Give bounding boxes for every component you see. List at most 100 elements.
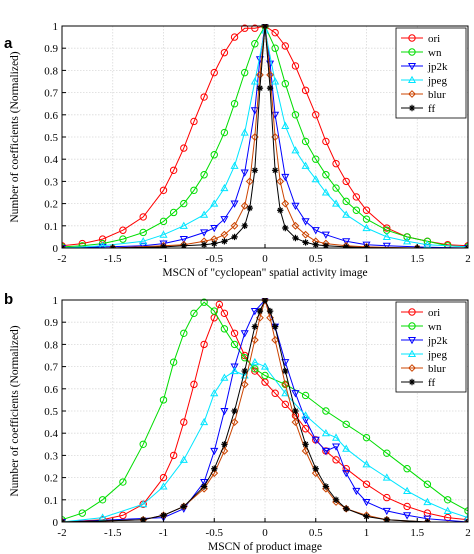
data-point-wn xyxy=(241,68,249,77)
data-point-jpeg xyxy=(159,230,168,238)
y-tick-label: 0.9 xyxy=(44,43,58,55)
y-tick-label: 1 xyxy=(53,21,59,33)
x-tick-label: 0.5 xyxy=(309,527,323,539)
data-point-blur xyxy=(240,201,249,210)
data-point-ori xyxy=(271,28,279,37)
data-point-ff xyxy=(302,441,309,448)
data-point-ff xyxy=(256,84,264,92)
x-tick-label: 1.5 xyxy=(410,253,424,265)
legend-marker xyxy=(407,75,417,84)
data-point-jp2k xyxy=(291,390,300,398)
data-point-wn xyxy=(301,391,310,400)
data-point-jpeg xyxy=(240,128,249,136)
legend-marker xyxy=(407,62,417,71)
data-point-wn xyxy=(200,298,208,306)
data-point-ori xyxy=(332,159,340,168)
data-point-ori xyxy=(230,329,239,337)
data-point-blur xyxy=(271,336,280,344)
series-jp2k xyxy=(62,298,468,522)
legend-item-wn: wn xyxy=(401,321,442,333)
data-point-jp2k xyxy=(342,238,351,246)
data-point-wn xyxy=(291,111,300,119)
y-tick-label: 0.3 xyxy=(44,176,58,188)
data-point-jpeg xyxy=(463,513,468,521)
data-point-ff xyxy=(200,483,208,490)
data-point-ff xyxy=(312,465,319,472)
data-point-ff xyxy=(282,367,289,375)
data-point-jpeg xyxy=(443,506,452,514)
data-point-wn xyxy=(159,217,168,226)
legend-item-jpeg: jpeg xyxy=(401,349,447,361)
data-point-blur xyxy=(281,380,290,389)
data-point-jpeg xyxy=(362,460,371,468)
data-point-blur xyxy=(266,70,274,79)
data-point-jp2k xyxy=(423,515,432,522)
data-point-wn xyxy=(78,242,86,248)
x-tick-label: 0.5 xyxy=(309,253,323,265)
data-point-jp2k xyxy=(240,169,249,177)
y-tick-label: 0.5 xyxy=(44,406,58,418)
y-tick-label: 0.2 xyxy=(44,473,58,485)
data-point-wn xyxy=(261,371,269,380)
data-point-blur xyxy=(250,336,259,344)
data-point-ff xyxy=(160,512,167,519)
data-point-ori xyxy=(301,86,310,95)
data-point-jp2k xyxy=(352,487,361,496)
data-point-wn xyxy=(180,329,188,337)
data-point-blur xyxy=(108,244,117,248)
data-point-jp2k xyxy=(321,231,330,239)
data-point-ff xyxy=(241,367,248,375)
x-tick-label: 0 xyxy=(262,253,268,265)
data-point-blur xyxy=(332,498,340,506)
data-point-jp2k xyxy=(382,242,391,248)
data-point-blur xyxy=(413,244,422,248)
data-point-wn xyxy=(332,184,340,192)
data-point-ff xyxy=(343,243,350,248)
data-point-wn xyxy=(301,137,310,146)
legend-label: ori xyxy=(428,307,440,319)
data-point-jpeg xyxy=(220,373,229,381)
x-tick-label: -1 xyxy=(159,527,168,539)
x-tick-label: 0 xyxy=(262,527,268,539)
data-point-jpeg xyxy=(200,417,209,426)
legend-label: jpeg xyxy=(427,349,447,361)
data-point-wn xyxy=(210,307,218,315)
y-tick-label: 0.8 xyxy=(44,65,58,77)
data-point-jp2k xyxy=(311,227,320,235)
data-point-ori xyxy=(190,117,198,126)
data-point-ori xyxy=(169,451,178,460)
data-point-jp2k xyxy=(250,107,259,115)
data-point-blur xyxy=(240,380,249,389)
data-point-wn xyxy=(139,228,147,237)
data-point-jpeg xyxy=(281,121,290,129)
panel-b: -2 -1.5 -1 -0.5 0 0.5 1 1.5 2 0 0.1 0.2 0.3 0.4 0.5 0.6… xyxy=(4,291,471,553)
data-point-ff xyxy=(266,84,274,92)
data-point-wn xyxy=(342,197,350,206)
data-point-jp2k xyxy=(362,498,371,507)
data-point-ff xyxy=(231,407,238,415)
data-point-wn xyxy=(220,325,229,333)
data-point-jpeg xyxy=(179,455,188,463)
legend-item-ff: ff xyxy=(401,103,435,115)
data-point-ori xyxy=(352,193,361,201)
data-point-jpeg xyxy=(321,428,330,437)
panel-a: -2 -1.5 -1 -0.5 0 0.5 1 1.5 2 0 0.1 0.2 0.3 0.4 0.5 0.6… xyxy=(4,21,471,279)
data-point-jp2k xyxy=(311,436,320,445)
data-point-wn xyxy=(312,155,320,163)
data-point-ori xyxy=(139,213,147,221)
legend-item-blur: blur xyxy=(401,89,446,101)
data-point-jpeg xyxy=(423,240,432,248)
x-tick-label: -0.5 xyxy=(206,527,224,539)
data-point-wn xyxy=(169,358,178,366)
data-point-jp2k xyxy=(230,363,239,371)
data-point-jp2k xyxy=(210,224,219,233)
data-point-wn xyxy=(230,340,239,349)
data-point-jpeg xyxy=(99,241,107,248)
y-tick-label: 0.1 xyxy=(44,221,58,233)
data-point-blur xyxy=(301,230,310,239)
data-point-ff xyxy=(200,241,208,248)
data-point-wn xyxy=(230,100,239,108)
series-jpeg xyxy=(62,357,468,522)
legend-marker xyxy=(408,90,416,98)
y-tick-label: 0 xyxy=(53,517,59,529)
